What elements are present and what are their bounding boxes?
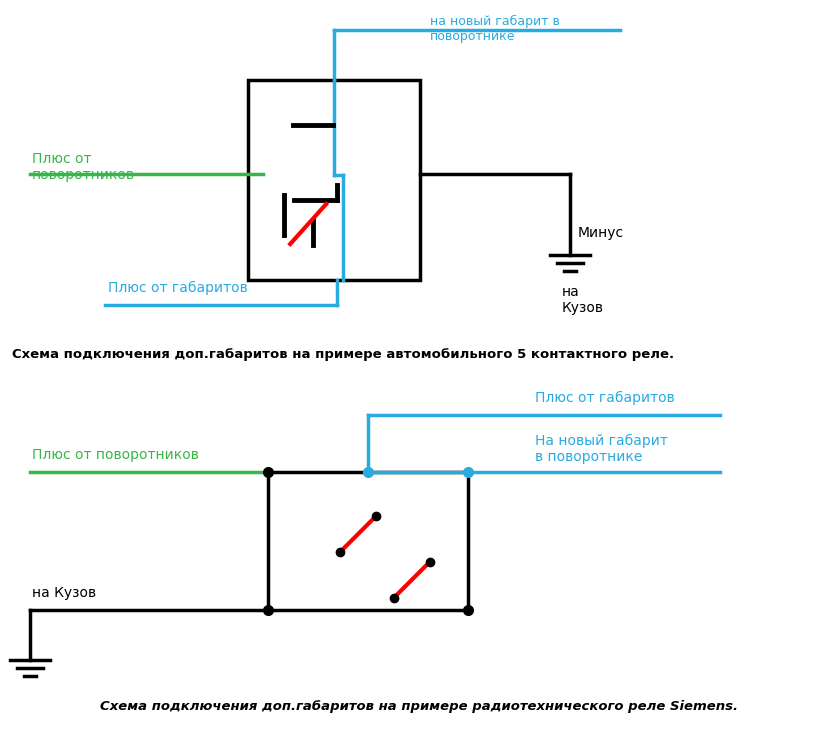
Text: на новый габарит в
поворотнике: на новый габарит в поворотнике bbox=[430, 15, 560, 43]
Bar bbox=[248, 80, 420, 280]
Text: на Кузов: на Кузов bbox=[32, 586, 96, 600]
Text: на
Кузов: на Кузов bbox=[562, 285, 604, 315]
Text: Плюс от габаритов: Плюс от габаритов bbox=[108, 281, 248, 295]
Text: Минус: Минус bbox=[578, 226, 624, 240]
Text: Плюс от
поворотников: Плюс от поворотников bbox=[32, 152, 135, 182]
Text: Схема подключения доп.габаритов на примере автомобильного 5 контактного реле.: Схема подключения доп.габаритов на приме… bbox=[12, 348, 674, 361]
Text: Плюс от габаритов: Плюс от габаритов bbox=[535, 391, 675, 405]
Text: На новый габарит
в поворотнике: На новый габарит в поворотнике bbox=[535, 434, 667, 464]
Bar bbox=[268, 472, 468, 610]
Text: Плюс от поворотников: Плюс от поворотников bbox=[32, 448, 199, 462]
Text: Схема подключения доп.габаритов на примере радиотехнического реле Siemens.: Схема подключения доп.габаритов на приме… bbox=[100, 700, 738, 713]
